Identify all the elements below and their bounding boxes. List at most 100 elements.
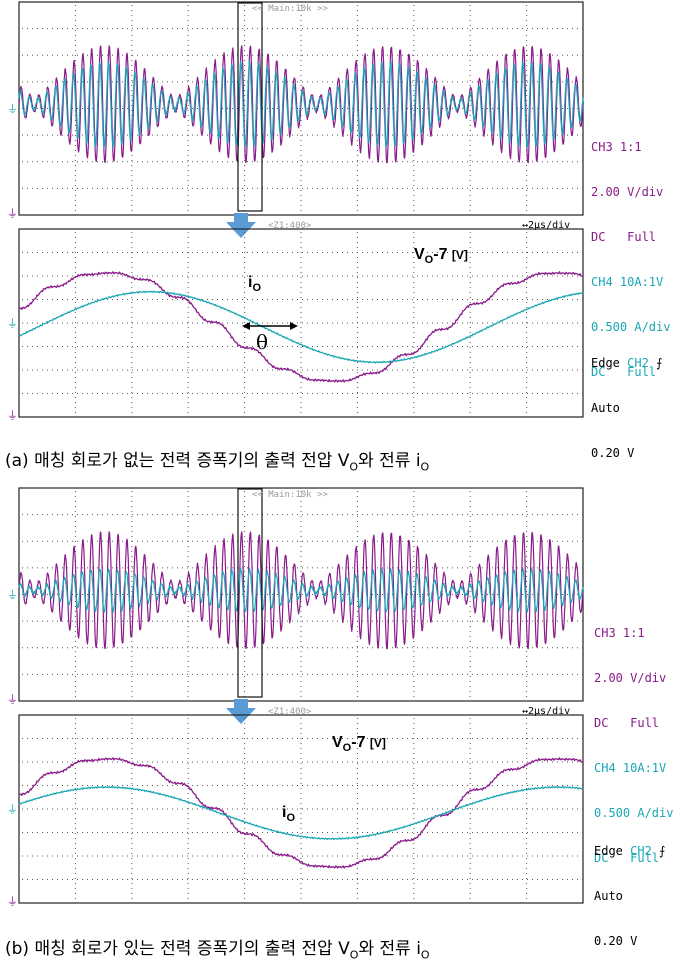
grid-dot xyxy=(74,686,76,687)
grid-dot xyxy=(267,855,268,857)
grid-dot xyxy=(237,393,238,394)
grid-dot xyxy=(232,346,233,347)
grid-dot xyxy=(32,879,33,880)
grid-dot xyxy=(487,620,488,622)
grid-dot xyxy=(502,187,503,189)
grid-dot xyxy=(197,134,198,136)
grid-dot xyxy=(472,673,473,675)
grid-dot xyxy=(356,601,358,602)
grid-dot xyxy=(412,647,413,649)
grid-dot xyxy=(356,758,358,759)
grid-dot xyxy=(142,346,143,347)
grid-dot xyxy=(387,832,388,833)
grid-dot xyxy=(413,671,415,672)
grid-dot xyxy=(297,620,298,622)
grid-dot xyxy=(300,282,302,283)
grid-dot xyxy=(282,808,283,810)
grid-dot xyxy=(187,190,189,191)
grid-dot xyxy=(187,521,189,522)
grid-dot xyxy=(427,808,428,810)
grid-dot xyxy=(413,803,415,804)
grid-dot xyxy=(187,531,189,532)
grid-dot xyxy=(217,832,218,833)
grid-dot xyxy=(82,161,83,163)
grid-dot xyxy=(547,252,548,253)
grid-dot xyxy=(362,54,363,56)
grid-dot xyxy=(302,252,303,253)
grid-dot xyxy=(302,855,303,857)
grid-dot xyxy=(342,738,343,739)
grid-dot xyxy=(402,299,403,300)
grid-dot xyxy=(552,738,553,739)
grid-dot xyxy=(300,297,302,298)
grid-dot xyxy=(87,28,88,30)
grid-dot xyxy=(62,393,63,394)
grid-dot xyxy=(237,322,238,324)
grid-dot xyxy=(247,673,248,675)
grid-dot xyxy=(387,620,388,622)
grid-dot xyxy=(300,501,302,502)
grid-dot xyxy=(469,581,471,582)
grid-dot xyxy=(312,187,313,189)
grid-dot xyxy=(77,673,78,675)
grid-dot xyxy=(277,369,278,371)
grid-dot xyxy=(322,299,323,300)
grid-dot xyxy=(300,292,302,293)
grid-dot xyxy=(222,514,223,516)
grid-dot xyxy=(437,54,438,56)
grid-dot xyxy=(302,808,303,810)
grid-dot xyxy=(312,832,313,833)
grid-dot xyxy=(202,808,203,810)
grid-dot xyxy=(182,369,183,371)
grid-dot xyxy=(469,783,471,784)
grid-dot xyxy=(282,161,283,163)
grid-dot xyxy=(262,369,263,371)
grid-dot xyxy=(417,567,418,569)
grid-dot xyxy=(222,108,223,109)
grid-dot xyxy=(300,392,302,393)
grid-dot xyxy=(217,54,218,56)
grid-dot xyxy=(327,299,328,300)
grid-dot xyxy=(262,299,263,300)
grid-dot xyxy=(300,232,302,233)
grid-dot xyxy=(74,140,76,141)
grid-dot xyxy=(112,252,113,253)
grid-dot xyxy=(207,299,208,300)
grid-dot xyxy=(97,567,98,569)
grid-dot xyxy=(87,81,88,83)
grid-dot xyxy=(131,656,133,657)
grid-dot xyxy=(74,778,76,779)
grid-dot xyxy=(197,187,198,189)
grid-dot xyxy=(147,540,148,542)
grid-dot xyxy=(302,28,303,30)
grid-dot xyxy=(47,879,48,880)
grid-dot xyxy=(242,187,243,189)
grid-dot xyxy=(244,382,246,383)
grid-dot xyxy=(356,200,358,201)
grid-dot xyxy=(452,567,453,569)
grid-dot xyxy=(322,673,323,675)
grid-dot xyxy=(413,180,415,181)
grid-dot xyxy=(552,540,553,542)
grid-dot xyxy=(402,620,403,622)
grid-dot xyxy=(407,620,408,622)
grid-dot xyxy=(82,673,83,675)
grid-dot xyxy=(517,855,518,857)
grid-dot xyxy=(300,863,302,864)
grid-dot xyxy=(522,369,523,371)
grid-dot xyxy=(302,514,303,516)
grid-dot xyxy=(267,187,268,189)
grid-dot xyxy=(187,267,189,268)
grid-dot xyxy=(162,879,163,880)
grid-dot xyxy=(57,275,58,277)
grid-dot xyxy=(413,581,415,582)
grid-dot xyxy=(452,673,453,675)
grid-dot xyxy=(552,369,553,371)
grid-dot xyxy=(337,134,338,136)
grid-dot xyxy=(157,808,158,810)
grid-dot xyxy=(300,651,302,652)
grid-dot xyxy=(526,342,528,343)
grid-dot xyxy=(300,696,302,697)
grid-dot xyxy=(413,773,415,774)
grid-dot xyxy=(177,346,178,347)
